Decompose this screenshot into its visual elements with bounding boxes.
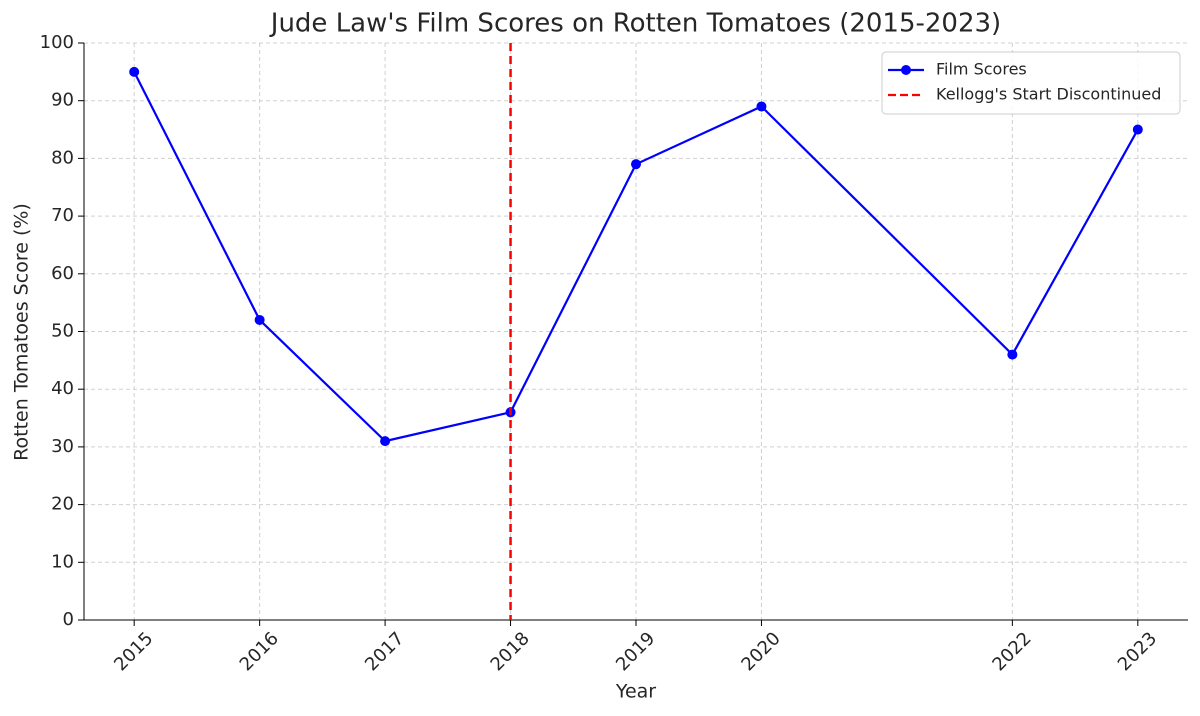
y-tick-label: 50 bbox=[51, 321, 74, 342]
y-tick-label: 80 bbox=[51, 147, 74, 168]
x-tick-label: 2018 bbox=[487, 628, 534, 675]
x-tick-label: 2022 bbox=[988, 628, 1035, 675]
legend: Film Scores Kellogg's Start Discontinued bbox=[881, 51, 1181, 115]
y-tick-label: 0 bbox=[63, 609, 74, 630]
y-tick-label: 10 bbox=[51, 551, 74, 572]
data-point bbox=[1007, 349, 1018, 360]
y-axis-label: Rotten Tomatoes Score (%) bbox=[11, 203, 33, 461]
x-axis-label: Year bbox=[615, 681, 656, 703]
legend-marker bbox=[901, 65, 911, 75]
x-tick-label: 2015 bbox=[110, 628, 157, 675]
chart-title: Jude Law's Film Scores on Rotten Tomatoe… bbox=[269, 9, 1001, 39]
data-point bbox=[1132, 124, 1143, 135]
legend-label: Kellogg's Start Discontinued bbox=[936, 85, 1161, 104]
data-point bbox=[631, 159, 641, 170]
y-tick-label: 30 bbox=[51, 436, 74, 457]
y-tick-label: 70 bbox=[51, 205, 74, 226]
y-tick-label: 100 bbox=[40, 32, 74, 53]
x-tick-label: 2023 bbox=[1114, 628, 1161, 675]
x-tick-label: 2020 bbox=[737, 628, 784, 675]
data-line bbox=[133, 71, 1139, 443]
y-tick-label: 90 bbox=[51, 90, 74, 111]
x-tick-label: 2019 bbox=[612, 628, 659, 675]
legend-box bbox=[881, 51, 1181, 115]
legend-label: Film Scores bbox=[936, 60, 1027, 79]
x-tick-label: 2017 bbox=[361, 628, 408, 675]
x-tick-label: 2016 bbox=[236, 628, 283, 675]
y-tick-label: 40 bbox=[51, 378, 74, 399]
data-point bbox=[129, 66, 140, 77]
data-point bbox=[756, 101, 767, 112]
data-point bbox=[254, 314, 265, 325]
y-tick-label: 20 bbox=[51, 494, 74, 515]
y-tick-label: 60 bbox=[51, 263, 74, 284]
data-point bbox=[380, 436, 391, 447]
